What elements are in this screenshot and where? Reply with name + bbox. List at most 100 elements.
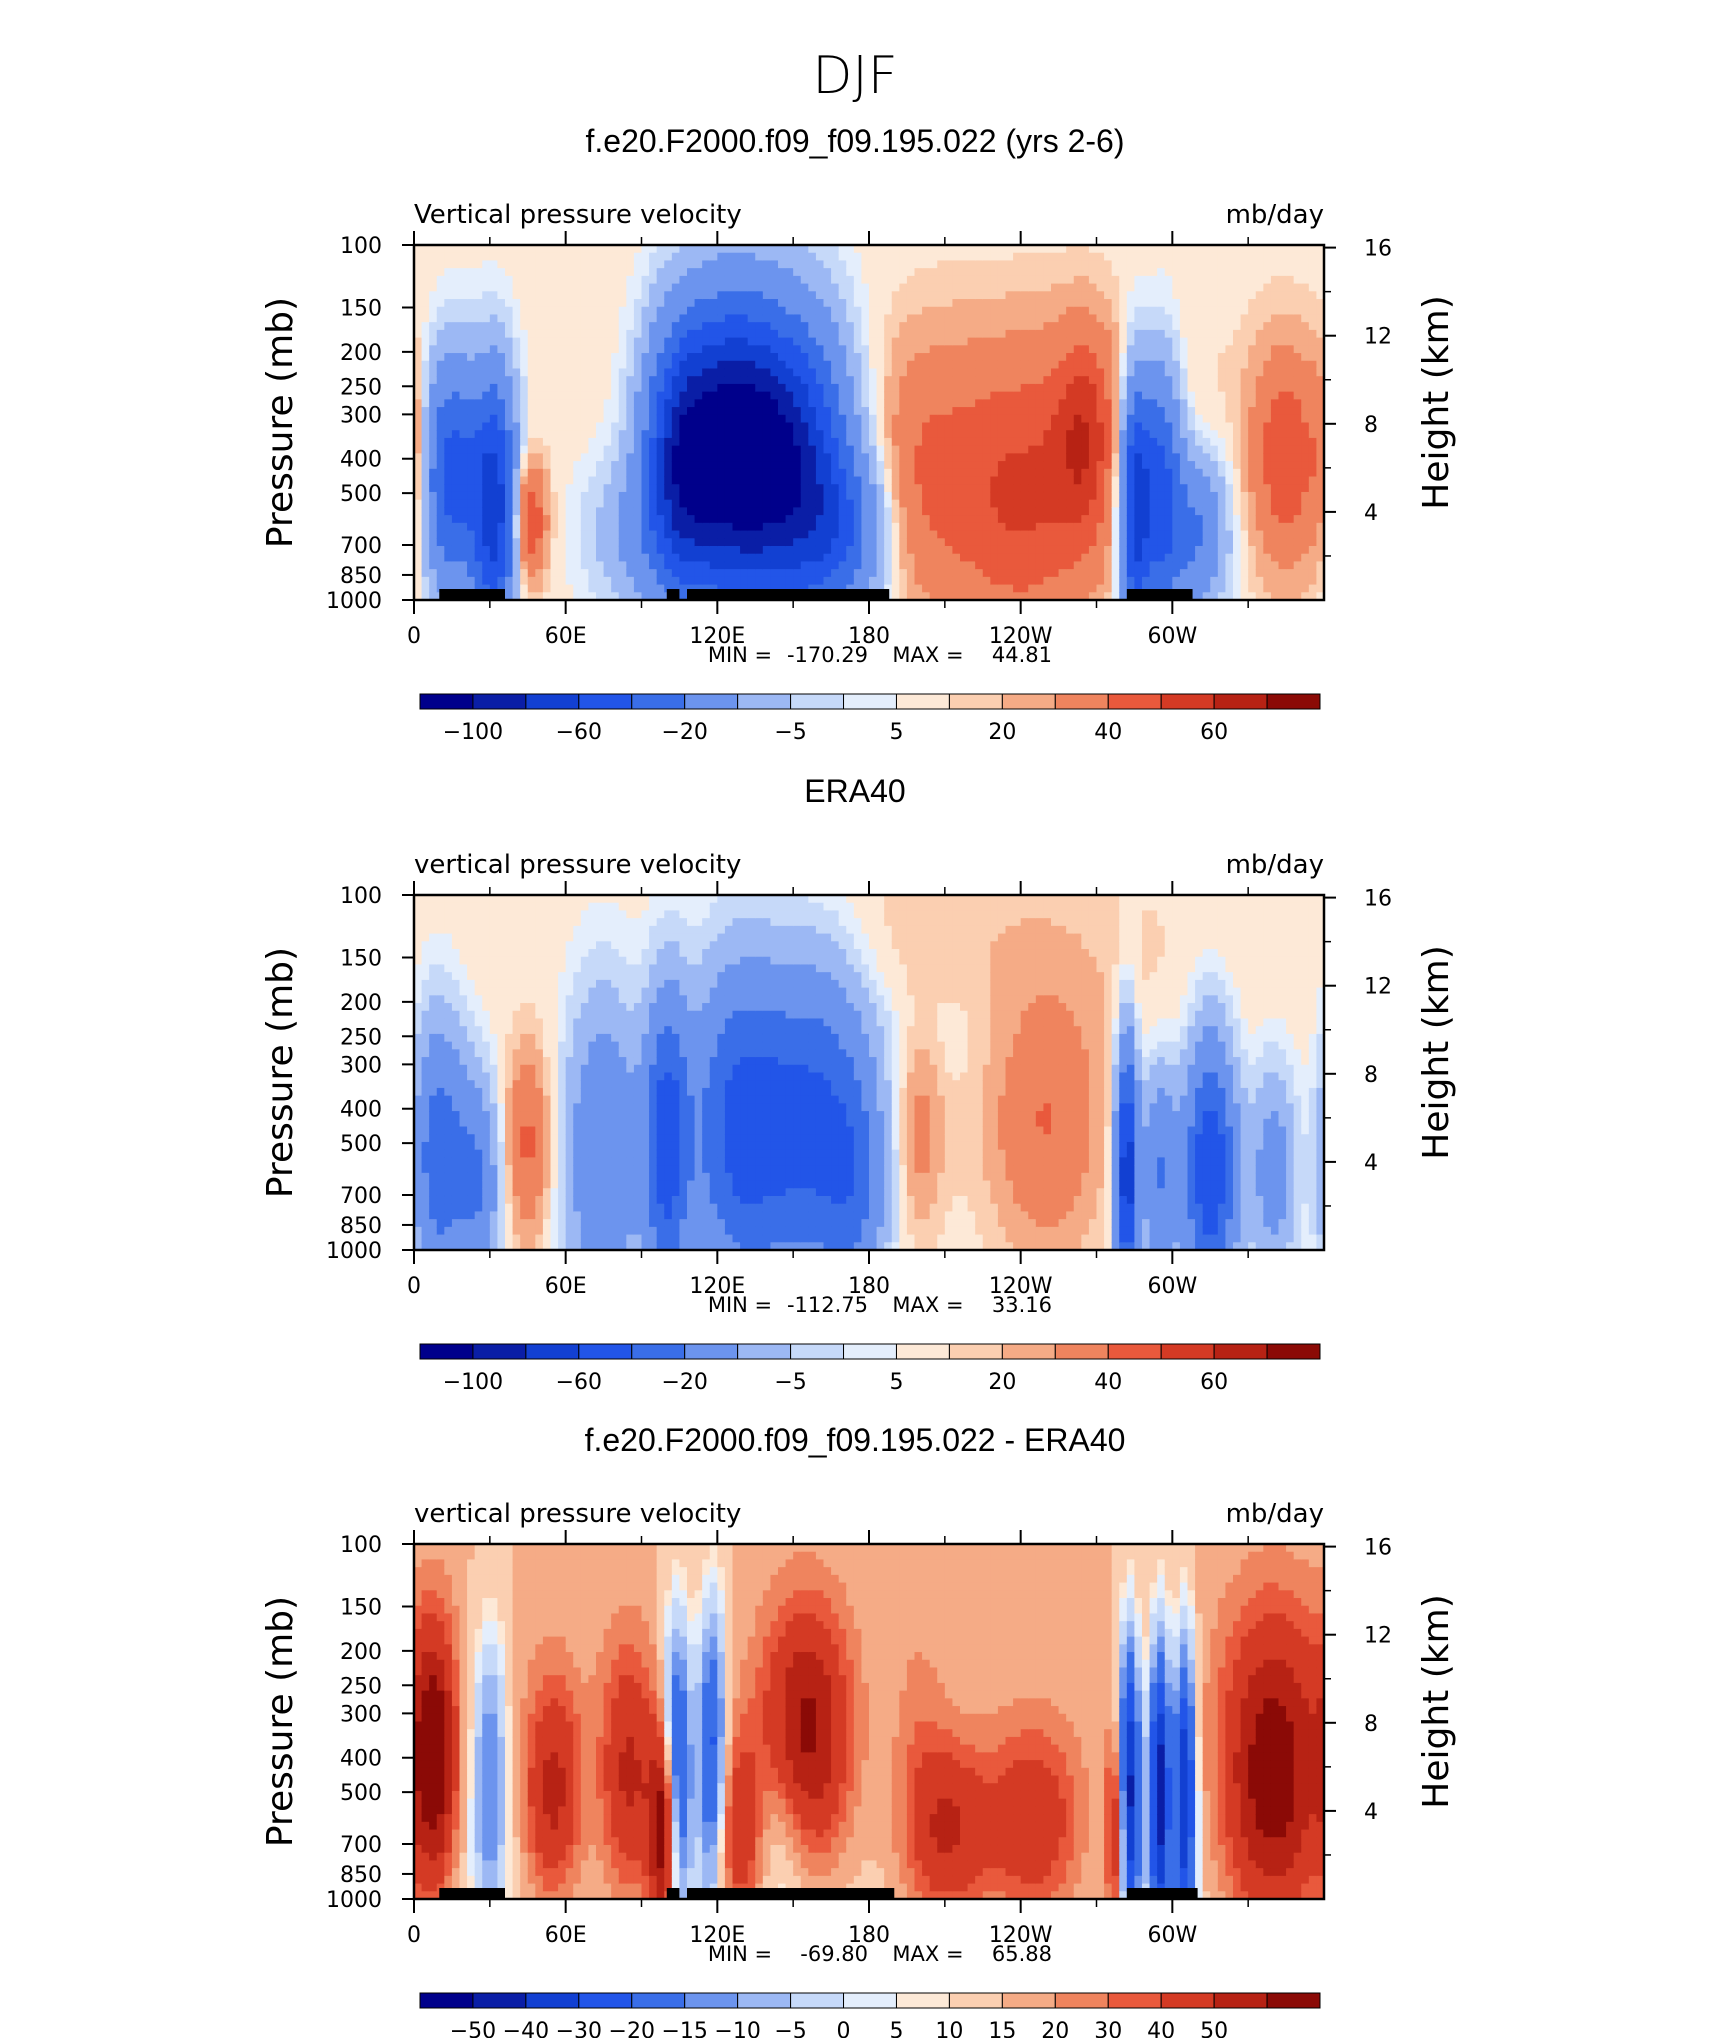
heatmap-cell xyxy=(937,553,946,563)
heatmap-cell xyxy=(603,360,612,370)
heatmap-cell xyxy=(1149,353,1158,362)
heatmap-cell xyxy=(482,368,491,377)
heatmap-cell xyxy=(512,291,521,300)
heatmap-cell xyxy=(542,569,552,578)
heatmap-cell xyxy=(1202,538,1211,547)
heatmap-cell xyxy=(1149,407,1158,416)
heatmap-cell xyxy=(1172,576,1181,586)
heatmap-cell xyxy=(838,322,847,331)
heatmap-cell xyxy=(429,538,438,547)
heatmap-cell xyxy=(474,561,483,570)
heatmap-cell xyxy=(436,515,445,524)
heatmap-cell xyxy=(853,291,863,300)
heatmap-cell xyxy=(869,329,878,339)
heatmap-cell xyxy=(1035,245,1045,254)
heatmap-cell xyxy=(823,368,832,377)
heatmap-cell xyxy=(1172,414,1181,424)
heatmap-cell xyxy=(785,530,794,539)
heatmap-cell xyxy=(740,461,749,470)
heatmap-cell xyxy=(1164,484,1173,493)
heatmap-cell xyxy=(550,584,559,593)
heatmap-cell xyxy=(823,576,832,586)
heatmap-cell xyxy=(1013,329,1022,339)
heatmap-cell xyxy=(580,592,590,601)
heatmap-cell xyxy=(414,468,423,478)
heatmap-cell xyxy=(542,430,552,439)
heatmap-cell xyxy=(527,507,536,516)
heatmap-cell xyxy=(1104,553,1113,563)
heatmap-cell xyxy=(497,576,506,586)
heatmap-cell xyxy=(436,337,445,346)
heatmap-cell xyxy=(1043,507,1052,516)
heatmap-cell xyxy=(573,314,582,323)
heatmap-cell xyxy=(1134,376,1143,385)
heatmap-cell xyxy=(906,515,916,524)
heatmap-cell xyxy=(1233,291,1242,300)
heatmap-cell xyxy=(1051,445,1060,454)
heatmap-cell xyxy=(831,499,840,508)
heatmap-cell xyxy=(724,561,734,570)
heatmap-cell xyxy=(1028,337,1037,346)
heatmap-cell xyxy=(982,530,991,539)
heatmap-cell xyxy=(755,545,764,555)
heatmap-cell xyxy=(679,530,688,539)
heatmap-cell xyxy=(565,329,574,339)
heatmap-cell xyxy=(944,569,954,578)
heatmap-cell xyxy=(702,414,711,424)
heatmap-cell xyxy=(709,260,718,269)
heatmap-cell xyxy=(922,245,931,254)
heatmap-cell xyxy=(1195,422,1204,431)
heatmap-cell xyxy=(512,453,521,462)
heatmap-cell xyxy=(520,299,529,308)
heatmap-cell xyxy=(1051,553,1060,563)
heatmap-cell xyxy=(618,461,627,470)
heatmap-cell xyxy=(520,252,529,262)
heatmap-cell xyxy=(558,437,567,447)
heatmap-cell xyxy=(869,376,878,385)
heatmap-cell xyxy=(838,283,847,292)
heatmap-cell xyxy=(709,453,718,462)
heatmap-cell xyxy=(626,453,635,462)
heatmap-cell xyxy=(414,491,423,501)
heatmap-cell xyxy=(1179,530,1189,539)
heatmap-cell xyxy=(929,545,938,555)
heatmap-cell xyxy=(649,322,658,331)
heatmap-cell xyxy=(512,245,521,254)
heatmap-cell xyxy=(929,252,938,262)
heatmap-cell xyxy=(1104,484,1113,493)
heatmap-cell xyxy=(633,461,643,470)
heatmap-cell xyxy=(489,329,499,339)
heatmap-cell xyxy=(535,260,544,269)
heatmap-cell xyxy=(467,299,476,308)
heatmap-cell xyxy=(512,252,521,262)
heatmap-cell xyxy=(922,360,931,370)
heatmap-cell xyxy=(436,491,445,501)
heatmap-cell xyxy=(588,283,597,292)
heatmap-cell xyxy=(565,245,574,254)
heatmap-cell xyxy=(1157,461,1166,470)
heatmap-cell xyxy=(800,252,809,262)
heatmap-cell xyxy=(778,422,787,431)
heatmap-cell xyxy=(1051,283,1060,292)
heatmap-cell xyxy=(778,461,787,470)
heatmap-cell xyxy=(785,515,794,524)
heatmap-cell xyxy=(778,329,787,339)
heatmap-cell xyxy=(724,522,734,532)
heatmap-cell xyxy=(982,383,991,393)
heatmap-cell xyxy=(1035,538,1045,547)
heatmap-cell xyxy=(1081,484,1090,493)
heatmap-cell xyxy=(906,561,916,570)
heatmap-cell xyxy=(641,522,650,532)
heatmap-cell xyxy=(1134,561,1143,570)
heatmap-cell xyxy=(967,468,976,478)
heatmap-cell xyxy=(1210,299,1219,308)
heatmap-cell xyxy=(1195,391,1204,400)
heatmap-cell xyxy=(535,584,544,593)
heatmap-cell xyxy=(944,407,954,416)
heatmap-cell xyxy=(1164,445,1173,454)
heatmap-cell xyxy=(1035,515,1045,524)
heatmap-cell xyxy=(527,430,536,439)
heatmap-cell xyxy=(1104,314,1113,323)
heatmap-cell xyxy=(899,461,908,470)
heatmap-cell xyxy=(1195,329,1204,339)
